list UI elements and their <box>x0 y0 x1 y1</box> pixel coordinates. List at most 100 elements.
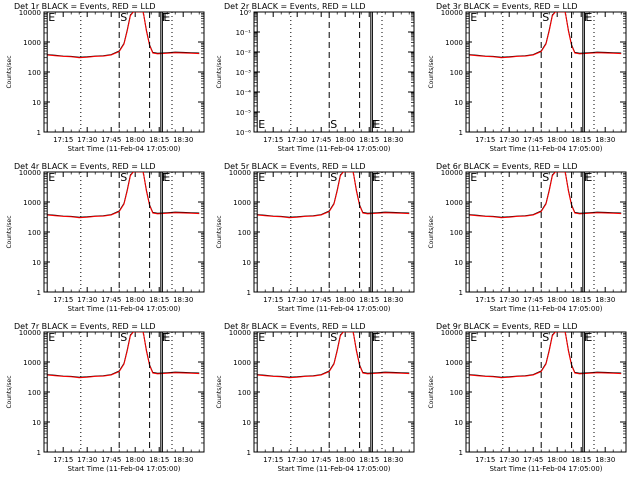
y-tick-label: 10⁻⁵ <box>236 109 252 117</box>
y-tick-label: 10000 <box>19 9 41 17</box>
y-tick-label: 10⁻⁶ <box>236 129 252 137</box>
y-tick-label: 1000 <box>23 39 41 47</box>
plot-frame <box>253 331 415 453</box>
x-tick-label: 17:30 <box>499 136 519 144</box>
y-axis-label: Counts/sec <box>428 215 435 248</box>
y-tick-label: 10 <box>454 419 463 427</box>
x-tick-label: 17:45 <box>523 296 543 304</box>
x-tick-label: 17:15 <box>263 136 283 144</box>
panel-5: Det 5r BLACK = Events, RED = LLD 1 10 100 10… <box>216 162 415 313</box>
x-tick-label: 18:15 <box>359 296 379 304</box>
plot-frame <box>465 11 627 133</box>
x-tick-label: 17:30 <box>287 296 307 304</box>
marker-label: F <box>162 331 168 344</box>
marker-label: S <box>330 118 337 131</box>
x-tick-label: 17:15 <box>53 456 73 464</box>
x-axis-label: Start Time (11-Feb-04 17:05:00) <box>277 465 390 473</box>
marker-label: F <box>162 171 168 184</box>
marker-label: S <box>542 11 549 24</box>
y-tick-label: 10 <box>242 419 251 427</box>
y-axis-label: Counts/sec <box>6 55 13 88</box>
lld-series-line <box>257 332 410 379</box>
x-tick-label: 17:45 <box>311 136 331 144</box>
panel-3: Det 3r BLACK = Events, RED = LLD 1 10 100 10… <box>428 2 627 153</box>
x-axis-label: Start Time (11-Feb-04 17:05:00) <box>489 305 602 313</box>
marker-label: E <box>585 11 592 24</box>
y-tick-label: 10 <box>32 259 41 267</box>
panel-2: Det 2r BLACK = Events, RED = LLD 10⁻⁶ 10⁻⁵… <box>216 2 415 153</box>
x-tick-label: 18:15 <box>359 456 379 464</box>
x-tick-label: 17:15 <box>53 136 73 144</box>
y-tick-label: 10⁻² <box>236 49 252 57</box>
marker-label: S <box>330 171 337 184</box>
x-tick-label: 18:30 <box>595 456 615 464</box>
y-tick-label: 10⁰ <box>239 9 251 17</box>
x-axis-label: Start Time (11-Feb-04 17:05:00) <box>67 305 180 313</box>
y-tick-label: 10 <box>454 99 463 107</box>
panel-title: Det 1r BLACK = Events, RED = LLD <box>14 2 156 11</box>
marker-label: E <box>470 331 477 344</box>
x-tick-label: 17:15 <box>53 296 73 304</box>
marker-label: F <box>584 331 590 344</box>
y-tick-label: 1000 <box>445 39 463 47</box>
x-tick-label: 18:15 <box>149 456 169 464</box>
y-tick-label: 1 <box>37 449 41 457</box>
marker-label: E <box>48 11 55 24</box>
y-tick-label: 10000 <box>441 169 463 177</box>
x-tick-label: 18:00 <box>125 296 145 304</box>
plot-frame <box>253 171 415 293</box>
y-tick-label: 10⁻⁴ <box>236 89 252 97</box>
x-tick-label: 18:15 <box>571 136 591 144</box>
y-tick-label: 100 <box>28 69 41 77</box>
x-tick-label: 18:15 <box>571 296 591 304</box>
y-tick-label: 10000 <box>441 329 463 337</box>
x-tick-label: 17:15 <box>475 136 495 144</box>
plot-frame <box>43 11 205 133</box>
x-tick-label: 18:00 <box>335 456 355 464</box>
y-axis-label: Counts/sec <box>216 55 223 88</box>
y-tick-label: 1000 <box>23 359 41 367</box>
y-tick-label: 10⁻¹ <box>236 29 252 37</box>
y-tick-label: 1 <box>247 449 251 457</box>
lld-series-line <box>47 172 200 219</box>
marker-label: E <box>48 171 55 184</box>
y-tick-label: 10 <box>32 99 41 107</box>
y-axis-label: Counts/sec <box>216 215 223 248</box>
marker-label: E <box>48 331 55 344</box>
marker-label: F <box>372 118 378 131</box>
x-tick-label: 17:45 <box>101 296 121 304</box>
marker-label: F <box>162 11 168 24</box>
x-tick-label: 17:30 <box>499 456 519 464</box>
plot-frame <box>43 331 205 453</box>
y-tick-label: 100 <box>238 389 251 397</box>
marker-label: E <box>163 11 170 24</box>
lld-series-line <box>47 332 200 379</box>
y-tick-label: 1000 <box>445 359 463 367</box>
panel-title: Det 8r BLACK = Events, RED = LLD <box>224 322 366 331</box>
x-tick-label: 18:00 <box>547 456 567 464</box>
x-tick-label: 17:45 <box>311 456 331 464</box>
x-tick-label: 17:15 <box>475 456 495 464</box>
marker-label: S <box>120 331 127 344</box>
lld-series-line <box>257 172 410 219</box>
marker-label: E <box>258 118 265 131</box>
lld-series-line <box>469 172 622 219</box>
panel-8: Det 8r BLACK = Events, RED = LLD 1 10 100 10… <box>216 322 415 473</box>
y-tick-label: 1000 <box>233 359 251 367</box>
x-tick-label: 17:45 <box>523 136 543 144</box>
y-tick-label: 10 <box>454 259 463 267</box>
marker-label: E <box>585 171 592 184</box>
y-tick-label: 1 <box>37 129 41 137</box>
marker-label: E <box>163 171 170 184</box>
y-axis-label: Counts/sec <box>216 375 223 408</box>
x-tick-label: 17:45 <box>311 296 331 304</box>
y-tick-label: 100 <box>28 229 41 237</box>
y-tick-label: 10⁻³ <box>236 69 252 77</box>
marker-label: E <box>585 331 592 344</box>
lld-series-line <box>469 332 622 379</box>
x-axis-label: Start Time (11-Feb-04 17:05:00) <box>277 145 390 153</box>
x-tick-label: 18:30 <box>383 456 403 464</box>
x-tick-label: 17:15 <box>263 456 283 464</box>
y-tick-label: 10000 <box>19 169 41 177</box>
